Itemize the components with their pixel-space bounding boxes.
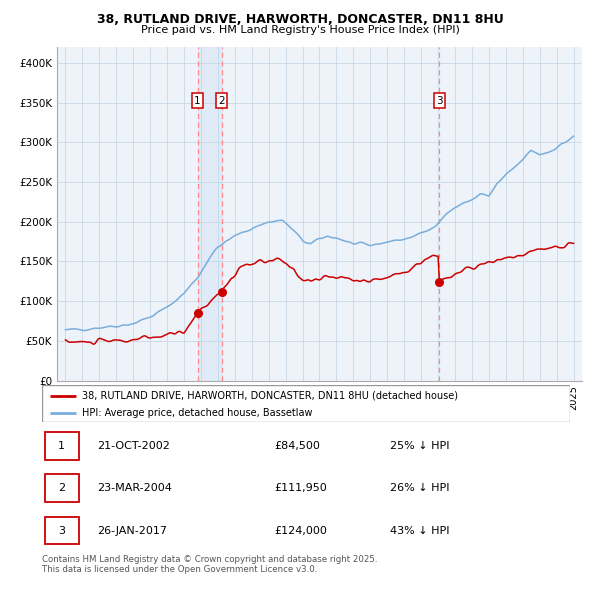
- Text: Price paid vs. HM Land Registry's House Price Index (HPI): Price paid vs. HM Land Registry's House …: [140, 25, 460, 35]
- Text: 2: 2: [218, 96, 225, 106]
- Text: Contains HM Land Registry data © Crown copyright and database right 2025.
This d: Contains HM Land Registry data © Crown c…: [42, 555, 377, 574]
- Text: 25% ↓ HPI: 25% ↓ HPI: [391, 441, 450, 451]
- Text: 38, RUTLAND DRIVE, HARWORTH, DONCASTER, DN11 8HU: 38, RUTLAND DRIVE, HARWORTH, DONCASTER, …: [97, 13, 503, 26]
- Text: 26% ↓ HPI: 26% ↓ HPI: [391, 483, 450, 493]
- Text: 2: 2: [58, 483, 65, 493]
- Text: 1: 1: [194, 96, 201, 106]
- Text: 38, RUTLAND DRIVE, HARWORTH, DONCASTER, DN11 8HU (detached house): 38, RUTLAND DRIVE, HARWORTH, DONCASTER, …: [82, 391, 458, 401]
- Bar: [197, 47, 222, 381]
- Text: 1: 1: [58, 441, 65, 451]
- FancyBboxPatch shape: [44, 517, 79, 544]
- Text: 26-JAN-2017: 26-JAN-2017: [97, 526, 167, 536]
- Text: 43% ↓ HPI: 43% ↓ HPI: [391, 526, 450, 536]
- Text: HPI: Average price, detached house, Bassetlaw: HPI: Average price, detached house, Bass…: [82, 408, 312, 418]
- Text: £111,950: £111,950: [274, 483, 327, 493]
- Text: 23-MAR-2004: 23-MAR-2004: [97, 483, 172, 493]
- Text: 3: 3: [58, 526, 65, 536]
- FancyBboxPatch shape: [44, 432, 79, 460]
- Text: 3: 3: [436, 96, 443, 106]
- Text: £124,000: £124,000: [274, 526, 327, 536]
- Text: £84,500: £84,500: [274, 441, 320, 451]
- FancyBboxPatch shape: [44, 474, 79, 502]
- Text: 21-OCT-2002: 21-OCT-2002: [97, 441, 170, 451]
